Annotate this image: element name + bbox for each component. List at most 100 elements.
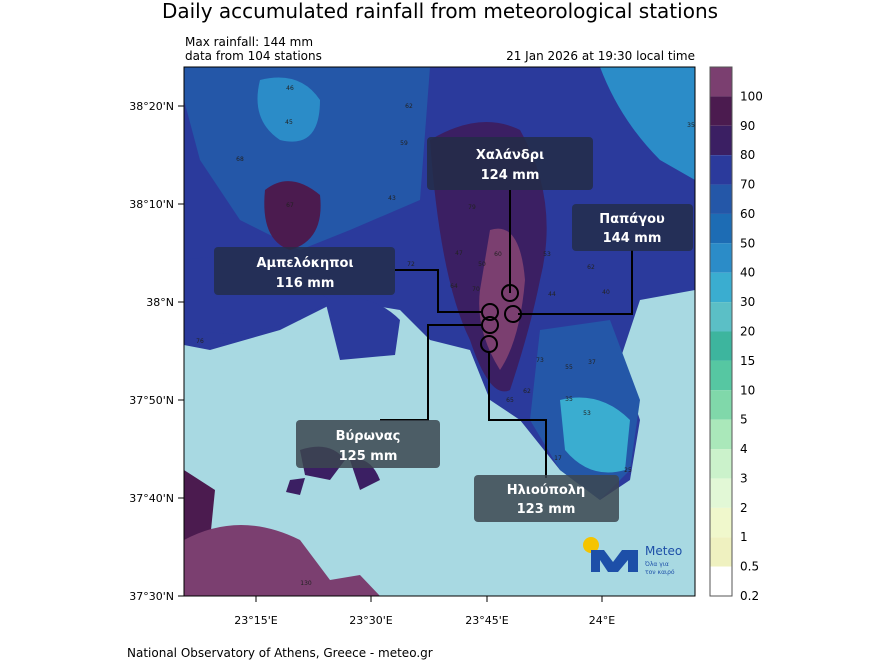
colorbar-label: 0.5 [740,560,759,574]
colorbar-label: 70 [740,178,755,192]
station-label: 64 [450,283,458,290]
station-label: 46 [286,85,294,92]
colorbar-box [710,390,732,420]
x-tick-label: 24°E [589,614,615,627]
callout-amount: 124 mm [481,168,540,183]
callout-place: Χαλάνδρι [476,148,544,163]
colorbar-label: 60 [740,207,755,221]
station-label: 47 [455,250,463,257]
station-label: 62 [405,103,413,110]
max-rainfall: Max rainfall: 144 mm [185,35,313,49]
colorbar-label: 50 [740,236,755,250]
footer: National Observatory of Athens, Greece -… [127,646,433,660]
colorbar-box [710,360,732,391]
station-label: 67 [286,202,294,209]
station-label: 76 [196,338,204,345]
stations: data from 104 stations [185,49,322,63]
station-label: 44 [548,291,556,298]
station-label: 17 [554,455,562,462]
colorbar-box [710,566,732,596]
colorbar-label: 20 [740,325,755,339]
station-label: 43 [388,195,396,202]
x-tick-label: 23°30'E [349,614,393,627]
colorbar: 100 90 80 70 60 50 40 30 20 15 10 5 4 3 2 1 0.5 0.2 [709,66,763,603]
y-tick-label: 38°20'N [129,100,174,113]
colorbar-box [710,213,732,244]
station-label: 65 [506,397,514,404]
callout-place: Ηλιούπολη [507,483,586,498]
colorbar-label: 15 [740,354,755,368]
station-label: 53 [583,410,591,417]
station-label: 62 [523,388,531,395]
station-labels: 46 45 62 59 68 43 79 67 72 47 50 60 64 70 53 62 44 40 73 55… [196,85,695,587]
station-label: 35 [687,122,695,129]
colorbar-label: 1 [740,530,748,544]
station-label: 40 [602,289,610,296]
station-label: 79 [468,204,476,211]
station-label: 35 [565,396,573,403]
callouts: Χαλάνδρι 124 mm Παπάγου 144 mm Αμπελόκηπ… [214,137,693,522]
colorbar-label: 0.2 [740,589,759,603]
station-label: 53 [543,251,551,258]
colorbar-box [710,184,732,214]
station-label: 50 [478,261,486,268]
colorbar-label: 30 [740,295,755,309]
callout-amount: 125 mm [339,449,398,464]
logo-slogan: τον καιρό [645,569,675,576]
colorbar-box [710,507,732,538]
callout-amount: 144 mm [603,231,662,246]
y-tick-label: 37°30'N [129,590,174,603]
station-label: 130 [300,580,312,587]
x-tick-label: 23°45'E [465,614,509,627]
colorbar-frame [709,66,733,597]
callout-amount: 123 mm [517,502,576,517]
colorbar-box [710,243,732,273]
axes: 38°20'N 38°10'N 38°N 37°50'N 37°40'N 37°30'N 2… [129,100,615,627]
colorbar-box [710,302,732,332]
colorbar-label: 5 [740,413,748,427]
colorbar-box [710,96,732,126]
logo-name: Meteo [645,544,682,558]
callout-place: Αμπελόκηποι [256,256,353,271]
colorbar-label: 80 [740,148,755,162]
station-label: 73 [536,357,544,364]
station-label: 55 [565,364,573,371]
colorbar-box [710,449,732,479]
colorbar-label: 90 [740,119,755,133]
colorbar-box [710,155,732,185]
colorbar-box [710,478,732,508]
logo: Meteo Όλα για τον καιρό [583,537,682,576]
colorbar-box [710,419,732,450]
colorbar-label: 4 [740,442,748,456]
callout-place: Βύρωνας [336,429,401,444]
station-label: 62 [587,264,595,271]
colorbar-label: 10 [740,383,755,397]
x-tick-label: 23°15'E [234,614,278,627]
station-label: 59 [400,140,408,147]
station-label: 25 [624,467,632,474]
timestamp: 21 Jan 2026 at 19:30 local time [506,49,695,63]
colorbar-box [710,537,732,567]
y-tick-label: 38°N [146,296,174,309]
colorbar-label: 40 [740,266,755,280]
station-label: 60 [494,251,502,258]
title: Daily accumulated rainfall from meteorol… [162,0,718,23]
colorbar-label: 2 [740,501,748,515]
y-tick-label: 37°50'N [129,394,174,407]
station-label: 37 [588,359,596,366]
colorbar-box [710,331,732,361]
y-tick-label: 37°40'N [129,492,174,505]
logo-slogan: Όλα για [644,561,669,568]
y-tick-label: 38°10'N [129,198,174,211]
colorbar-label: 100 [740,89,763,103]
colorbar-box [710,125,732,156]
callout-amount: 116 mm [276,276,335,291]
colorbar-box [710,67,732,97]
station-label: 72 [407,261,415,268]
colorbar-box [710,272,732,303]
station-label: 68 [236,156,244,163]
colorbar-label: 3 [740,471,748,485]
station-label: 45 [285,119,293,126]
station-label: 70 [472,286,480,293]
